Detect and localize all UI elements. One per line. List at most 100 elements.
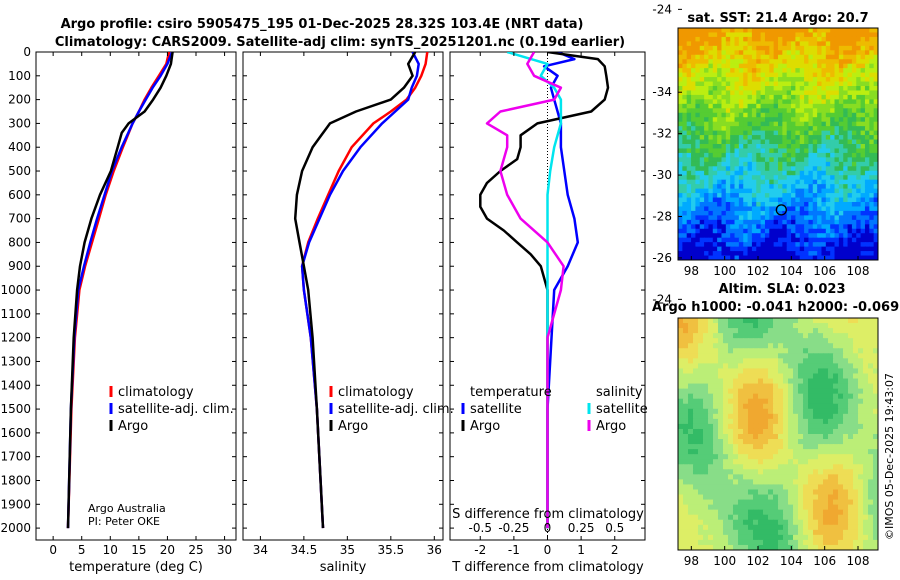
- sst-cell: [791, 126, 796, 132]
- sst-cell: [708, 126, 714, 132]
- sst-cell: [730, 77, 736, 83]
- sst-cell: [678, 215, 683, 221]
- sla-cell: [773, 418, 779, 425]
- sst-cell: [717, 255, 723, 260]
- sla-cell: [848, 449, 854, 455]
- sst-cell: [778, 175, 783, 181]
- series-line-climatology: [66, 52, 171, 529]
- sst-cell: [812, 246, 818, 252]
- sla-cell: [808, 484, 814, 491]
- sst-cell: [691, 246, 696, 252]
- sst-cell: [847, 219, 853, 225]
- sla-cell: [828, 333, 834, 339]
- sst-cell: [725, 59, 731, 65]
- sst-cell: [825, 41, 831, 47]
- sla-cell: [708, 413, 714, 420]
- sla-cell: [828, 504, 834, 511]
- sst-cell: [760, 59, 766, 65]
- sla-cell: [853, 529, 859, 536]
- sst-cell: [791, 86, 796, 92]
- sst-cell: [769, 251, 775, 257]
- sst-cell: [795, 228, 801, 234]
- sla-cell: [718, 464, 724, 470]
- sla-cell: [818, 494, 824, 501]
- sst-cell: [843, 148, 849, 154]
- sst-cell: [808, 184, 814, 190]
- sst-cell: [764, 237, 770, 243]
- sst-cell: [738, 210, 744, 216]
- sla-cell: [743, 373, 749, 380]
- sla-cell: [678, 529, 684, 536]
- sst-cell: [708, 121, 714, 127]
- sst-cell: [764, 224, 770, 230]
- sla-cell: [728, 529, 734, 536]
- sst-cell: [730, 54, 736, 60]
- sla-cell: [818, 454, 824, 460]
- sst-cell: [812, 108, 818, 114]
- sst-cell: [838, 184, 844, 190]
- sst-cell: [860, 112, 866, 118]
- sst-cell: [869, 157, 875, 163]
- sst-cell: [769, 59, 775, 65]
- sla-cell: [853, 524, 859, 531]
- sst-cell: [760, 81, 766, 87]
- sst-cell: [808, 63, 814, 69]
- sla-cell: [733, 444, 739, 450]
- sla-cell: [858, 358, 864, 364]
- sst-cell: [760, 121, 766, 127]
- sst-cell: [843, 144, 849, 150]
- sst-cell: [730, 139, 736, 145]
- sst-cell: [712, 175, 718, 181]
- sst-cell: [760, 90, 766, 96]
- sla-cell: [838, 444, 844, 450]
- sla-cell: [758, 368, 764, 375]
- sla-cell: [873, 544, 878, 550]
- sst-cell: [699, 112, 705, 118]
- sst-cell: [847, 251, 853, 257]
- sst-cell: [864, 99, 870, 105]
- legend-label-s-satellite: satellite: [596, 402, 648, 417]
- sst-cell: [738, 108, 744, 114]
- sla-cell: [818, 519, 824, 526]
- sla-cell: [873, 348, 878, 354]
- sst-cell: [782, 90, 788, 96]
- sla-cell: [748, 454, 754, 460]
- sla-cell: [828, 323, 834, 329]
- sst-cell: [704, 135, 710, 141]
- sst-cell: [838, 144, 844, 150]
- sst-cell: [869, 117, 875, 123]
- sla-cell: [853, 383, 859, 390]
- sst-cell: [730, 121, 736, 127]
- sla-cell: [758, 358, 764, 364]
- sla-cell: [683, 388, 689, 395]
- difference-legend: temperature salinity satellite Argo sate…: [461, 385, 648, 434]
- sst-cell: [721, 202, 727, 208]
- sst-cell: [825, 86, 831, 92]
- sla-cell: [733, 514, 739, 521]
- sst-cell: [717, 197, 723, 203]
- sla-cell: [693, 524, 699, 531]
- sst-cell: [678, 170, 683, 176]
- sst-cell: [804, 255, 810, 260]
- sla-cell: [678, 454, 684, 460]
- sla-cell: [828, 434, 834, 440]
- sla-cell: [783, 514, 789, 521]
- sst-cell: [695, 228, 701, 234]
- sst-cell: [808, 202, 814, 208]
- sst-cell: [686, 121, 692, 127]
- sst-cell: [843, 161, 849, 167]
- sst-cell: [808, 255, 814, 260]
- sst-cell: [734, 103, 740, 109]
- sst-cell: [834, 77, 840, 83]
- sst-cell: [795, 251, 801, 257]
- sst-cell: [821, 228, 827, 234]
- sst-cell: [830, 130, 836, 136]
- sst-cell: [847, 224, 853, 230]
- sst-cell: [760, 130, 766, 136]
- sla-cell: [773, 474, 779, 480]
- sst-cell: [778, 121, 783, 127]
- sst-cell: [812, 224, 818, 230]
- sla-cell: [768, 423, 774, 430]
- sst-cell: [786, 228, 792, 234]
